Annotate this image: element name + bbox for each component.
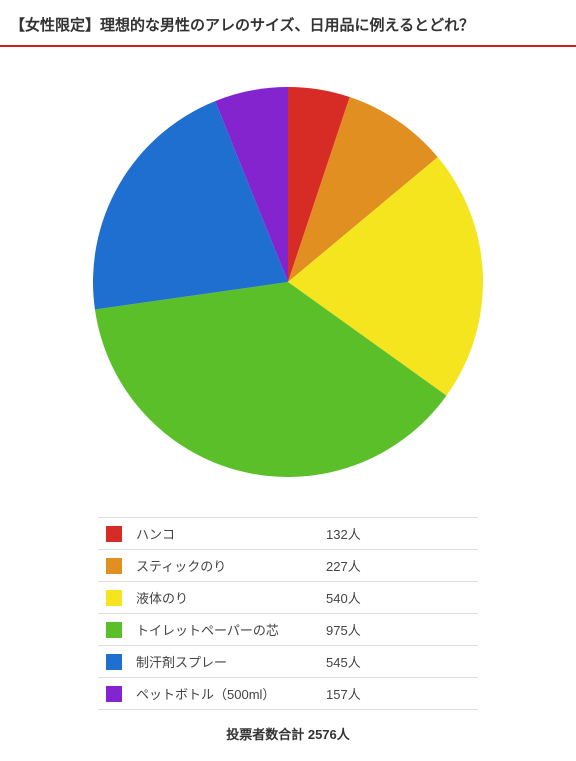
legend-value: 545人 xyxy=(326,652,361,671)
legend-table: ハンコ132人スティックのり227人液体のり540人トイレットペーパーの芯975… xyxy=(98,517,478,710)
legend-value: 540人 xyxy=(326,588,361,607)
legend-swatch xyxy=(106,654,122,670)
legend-row: スティックのり227人 xyxy=(98,550,478,582)
legend-label: スティックのり xyxy=(136,556,326,575)
legend-value: 975人 xyxy=(326,620,361,639)
legend-label: 液体のり xyxy=(136,588,326,607)
total-value: 2576 xyxy=(308,727,337,742)
legend-swatch xyxy=(106,622,122,638)
total-prefix: 投票者数合計 xyxy=(226,727,308,742)
poll-container: 【女性限定】理想的な男性のアレのサイズ、日用品に例えるとどれ？ ハンコ132人ス… xyxy=(0,0,576,761)
legend-value: 132人 xyxy=(326,524,361,543)
pie-chart-area xyxy=(0,47,576,507)
legend-row: 液体のり540人 xyxy=(98,582,478,614)
legend-label: ペットボトル（500ml） xyxy=(136,684,326,703)
poll-title: 【女性限定】理想的な男性のアレのサイズ、日用品に例えるとどれ？ xyxy=(0,0,576,47)
legend-value: 227人 xyxy=(326,556,361,575)
legend-swatch xyxy=(106,686,122,702)
legend-swatch xyxy=(106,558,122,574)
legend-label: トイレットペーパーの芯 xyxy=(136,620,326,639)
legend-swatch xyxy=(106,526,122,542)
legend-label: ハンコ xyxy=(136,524,326,543)
legend-row: トイレットペーパーの芯975人 xyxy=(98,614,478,646)
legend-row: ハンコ132人 xyxy=(98,518,478,550)
legend-swatch xyxy=(106,590,122,606)
legend-row: 制汗剤スプレー545人 xyxy=(98,646,478,678)
pie-chart xyxy=(83,77,493,487)
total-line: 投票者数合計 2576人 xyxy=(0,710,576,761)
legend-row: ペットボトル（500ml）157人 xyxy=(98,678,478,710)
legend-value: 157人 xyxy=(326,684,361,703)
total-suffix: 人 xyxy=(337,727,350,742)
legend-label: 制汗剤スプレー xyxy=(136,652,326,671)
